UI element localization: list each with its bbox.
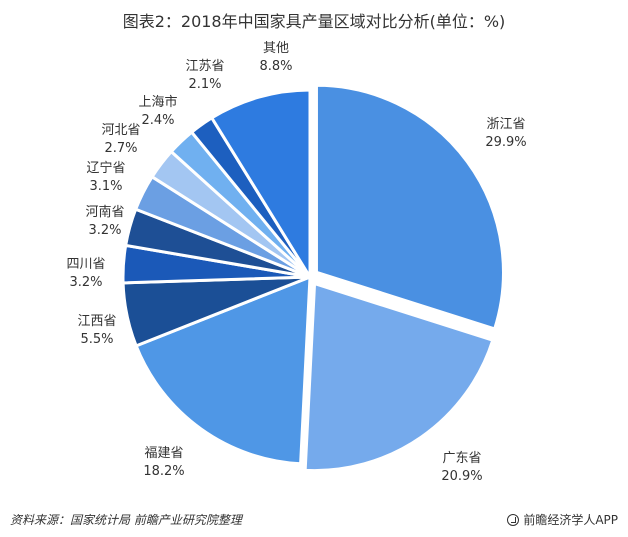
brand-logo-icon [507, 514, 520, 526]
pie-slice [134, 275, 312, 466]
slice-value-label: 3.2% [69, 275, 102, 290]
slice-value-label: 3.2% [88, 223, 121, 238]
slice-value-label: 29.9% [485, 135, 526, 150]
brand-name: 前瞻经济学人APP [523, 513, 618, 527]
pie-labels: 浙江省 29.9% 广东省 20.9% 福建省 18.2% 江西省 5.5% 四川省 3.2% 河南… [66, 41, 526, 484]
slice-value-label: 2.7% [104, 141, 137, 156]
chart-title: 图表2：2018年中国家具产量区域对比分析(单位：%) [122, 12, 506, 31]
pie-slices [121, 83, 505, 473]
slice-category-label: 四川省 [66, 257, 105, 272]
pie-slice [303, 282, 495, 473]
slice-value-label: 2.4% [141, 113, 174, 128]
slice-category-label: 上海市 [138, 94, 177, 110]
slice-category-label: 福建省 [144, 446, 183, 461]
brand-credit: 前瞻经济学人APP [507, 511, 618, 528]
pie-slice [210, 88, 312, 279]
slice-category-label: 浙江省 [486, 117, 525, 132]
slice-category-label: 其他 [263, 41, 289, 56]
slice-value-label: 8.8% [259, 59, 292, 74]
slice-value-label: 20.9% [441, 469, 482, 484]
slice-value-label: 3.1% [89, 179, 122, 194]
slice-value-label: 2.1% [188, 77, 221, 92]
slice-category-label: 辽宁省 [86, 160, 125, 176]
slice-category-label: 江苏省 [185, 58, 224, 74]
slice-category-label: 广东省 [442, 451, 481, 466]
slice-value-label: 18.2% [143, 464, 184, 479]
slice-value-label: 5.5% [80, 332, 113, 347]
slice-category-label: 河南省 [85, 204, 124, 220]
source-note: 资料来源：国家统计局 前瞻产业研究院整理 [10, 513, 242, 527]
slice-category-label: 河北省 [101, 123, 140, 138]
slice-category-label: 江西省 [77, 314, 116, 329]
pie-slice [314, 83, 505, 331]
